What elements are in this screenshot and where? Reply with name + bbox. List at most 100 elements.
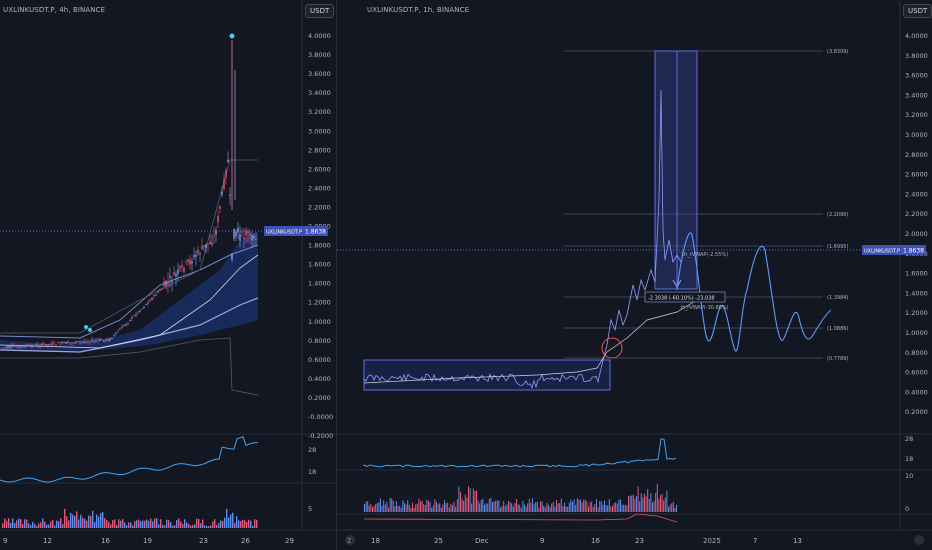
left-volume-bar bbox=[38, 523, 40, 528]
right-volume-bar bbox=[364, 504, 365, 512]
right-price-axis[interactable]: 4.0000 3.8000 3.6000 3.4000 3.2000 3.0000 2.80… bbox=[905, 32, 928, 416]
left-time-tick: 26 bbox=[241, 537, 250, 545]
right-volume-bar bbox=[565, 506, 567, 512]
right-volume-bar bbox=[581, 502, 583, 512]
right-volume-bar bbox=[463, 500, 465, 512]
settings-gear-icon[interactable] bbox=[914, 535, 924, 545]
left-candle bbox=[73, 342, 75, 344]
left-time-tick: 23 bbox=[199, 537, 208, 545]
left-candle bbox=[131, 316, 133, 319]
left-candle bbox=[1, 347, 3, 349]
right-volume-bar bbox=[583, 499, 585, 512]
left-chart-canvas[interactable]: 4.0000 3.8000 3.6000 3.4000 3.2000 3.0000 2.80… bbox=[0, 0, 336, 550]
right-volume-bar bbox=[623, 505, 625, 512]
right-volume-bar bbox=[544, 507, 546, 512]
accumulation-box[interactable] bbox=[363, 359, 611, 391]
left-volume-bar bbox=[218, 523, 220, 528]
left-volume-bar bbox=[16, 520, 18, 528]
right-volume-bar bbox=[432, 505, 434, 512]
right-volume-bar bbox=[559, 503, 561, 512]
right-volume-bar bbox=[663, 500, 665, 512]
left-candles bbox=[1, 40, 257, 351]
right-volume-bar bbox=[568, 502, 570, 512]
right-volume-bar bbox=[404, 503, 405, 512]
left-candle bbox=[147, 302, 149, 304]
left-currency-button[interactable]: USDT bbox=[305, 4, 335, 18]
left-candle bbox=[169, 275, 171, 278]
left-candle bbox=[69, 342, 71, 344]
left-volume-bar bbox=[194, 524, 196, 528]
right-volume-bar bbox=[552, 501, 554, 512]
right-volume-bar bbox=[602, 504, 604, 512]
left-candle bbox=[119, 328, 121, 330]
left-candle bbox=[203, 245, 205, 247]
left-volume-bar bbox=[254, 519, 256, 528]
left-price-tick: 3.2000 bbox=[308, 108, 331, 116]
left-price-tick: 0.4000 bbox=[308, 375, 331, 383]
left-candle bbox=[207, 243, 209, 245]
left-signal-dot bbox=[229, 33, 235, 39]
left-volume-bar bbox=[108, 521, 110, 528]
left-candle bbox=[219, 206, 221, 209]
left-candle bbox=[75, 340, 77, 344]
left-volume-bar bbox=[190, 525, 192, 528]
right-price-tag-value: 1.8638 bbox=[903, 248, 924, 255]
left-candle bbox=[139, 310, 141, 312]
right-volume-bar bbox=[658, 498, 660, 512]
right-volume-bar bbox=[500, 507, 501, 512]
right-price-tick: 3.4000 bbox=[905, 91, 928, 99]
right-volume-bar bbox=[613, 503, 615, 512]
right-currency-button[interactable]: USDT bbox=[903, 4, 932, 18]
left-time-axis[interactable]: 9 12 16 19 23 26 29 bbox=[3, 537, 294, 545]
right-volume-bar bbox=[452, 505, 453, 512]
left-candle bbox=[39, 346, 41, 347]
right-volume-bar bbox=[674, 508, 676, 512]
left-candle bbox=[175, 273, 177, 277]
right-volume-bar bbox=[410, 507, 412, 512]
left-vwap-ribbon bbox=[0, 232, 258, 352]
right-volume-bar bbox=[388, 507, 389, 512]
right-volume-bar bbox=[668, 506, 669, 512]
right-price-tag-symbol: UXLINKUSDT.P bbox=[864, 249, 900, 255]
left-candle bbox=[111, 337, 113, 339]
left-candle bbox=[33, 345, 35, 347]
left-indicator-tick: 28 bbox=[308, 446, 316, 454]
left-price-axis[interactable]: 4.0000 3.8000 3.6000 3.4000 3.2000 3.0000 2.80… bbox=[308, 32, 333, 440]
left-volume-bar bbox=[20, 519, 22, 528]
left-volume-bar bbox=[48, 524, 50, 528]
left-volume-bar bbox=[34, 523, 36, 528]
left-price-tick: 2.2000 bbox=[308, 203, 331, 211]
scroll-left-button[interactable] bbox=[345, 535, 355, 545]
left-candle bbox=[197, 249, 199, 254]
right-volume-bar bbox=[652, 502, 653, 512]
right-volume-bar bbox=[482, 498, 484, 512]
right-volume-bar bbox=[538, 507, 540, 512]
left-volume-bar bbox=[202, 519, 204, 528]
right-volume-bar bbox=[466, 497, 468, 512]
right-volume-bar bbox=[605, 505, 607, 512]
left-candle bbox=[245, 230, 247, 236]
left-candle bbox=[81, 341, 83, 343]
left-volume-bar bbox=[8, 518, 10, 528]
right-volume-bar bbox=[656, 483, 658, 512]
left-volume-bar bbox=[144, 520, 146, 528]
left-candle bbox=[65, 341, 67, 344]
right-volume-bar bbox=[589, 502, 591, 512]
right-time-axis[interactable]: 18 25 Dec 9 16 23 2025 7 13 bbox=[371, 537, 802, 545]
right-chart-pane[interactable]: UXLINKUSDT.P, 1h, BINANCE USDT (3.8309)(… bbox=[337, 0, 932, 550]
measure-label: -2.3038 (-60.10%) -23,038 bbox=[644, 291, 726, 303]
right-volume-bar bbox=[480, 499, 482, 512]
left-candle bbox=[185, 261, 187, 262]
left-price-tick: 1.6000 bbox=[308, 261, 331, 269]
left-chart-pane[interactable]: UXLINKUSDT.P, 4h, BINANCE USDT 4.0000 3.8… bbox=[0, 0, 337, 550]
right-volume-bar bbox=[440, 507, 442, 512]
left-candle bbox=[181, 264, 183, 267]
right-chart-canvas[interactable]: (3.8309) (2.2090) (1.6995) (1.3984) (1.0886)… bbox=[337, 0, 932, 550]
left-price-tick: 0.8000 bbox=[308, 337, 331, 345]
left-candle bbox=[15, 346, 17, 348]
fib-retracement[interactable]: (3.8309) (2.2090) (1.6995) (1.3984) (1.0886)… bbox=[564, 49, 848, 362]
right-volume-bar bbox=[469, 488, 471, 512]
left-volume-bar bbox=[116, 525, 118, 528]
right-volume-bar bbox=[407, 500, 409, 512]
left-candle bbox=[157, 291, 159, 293]
